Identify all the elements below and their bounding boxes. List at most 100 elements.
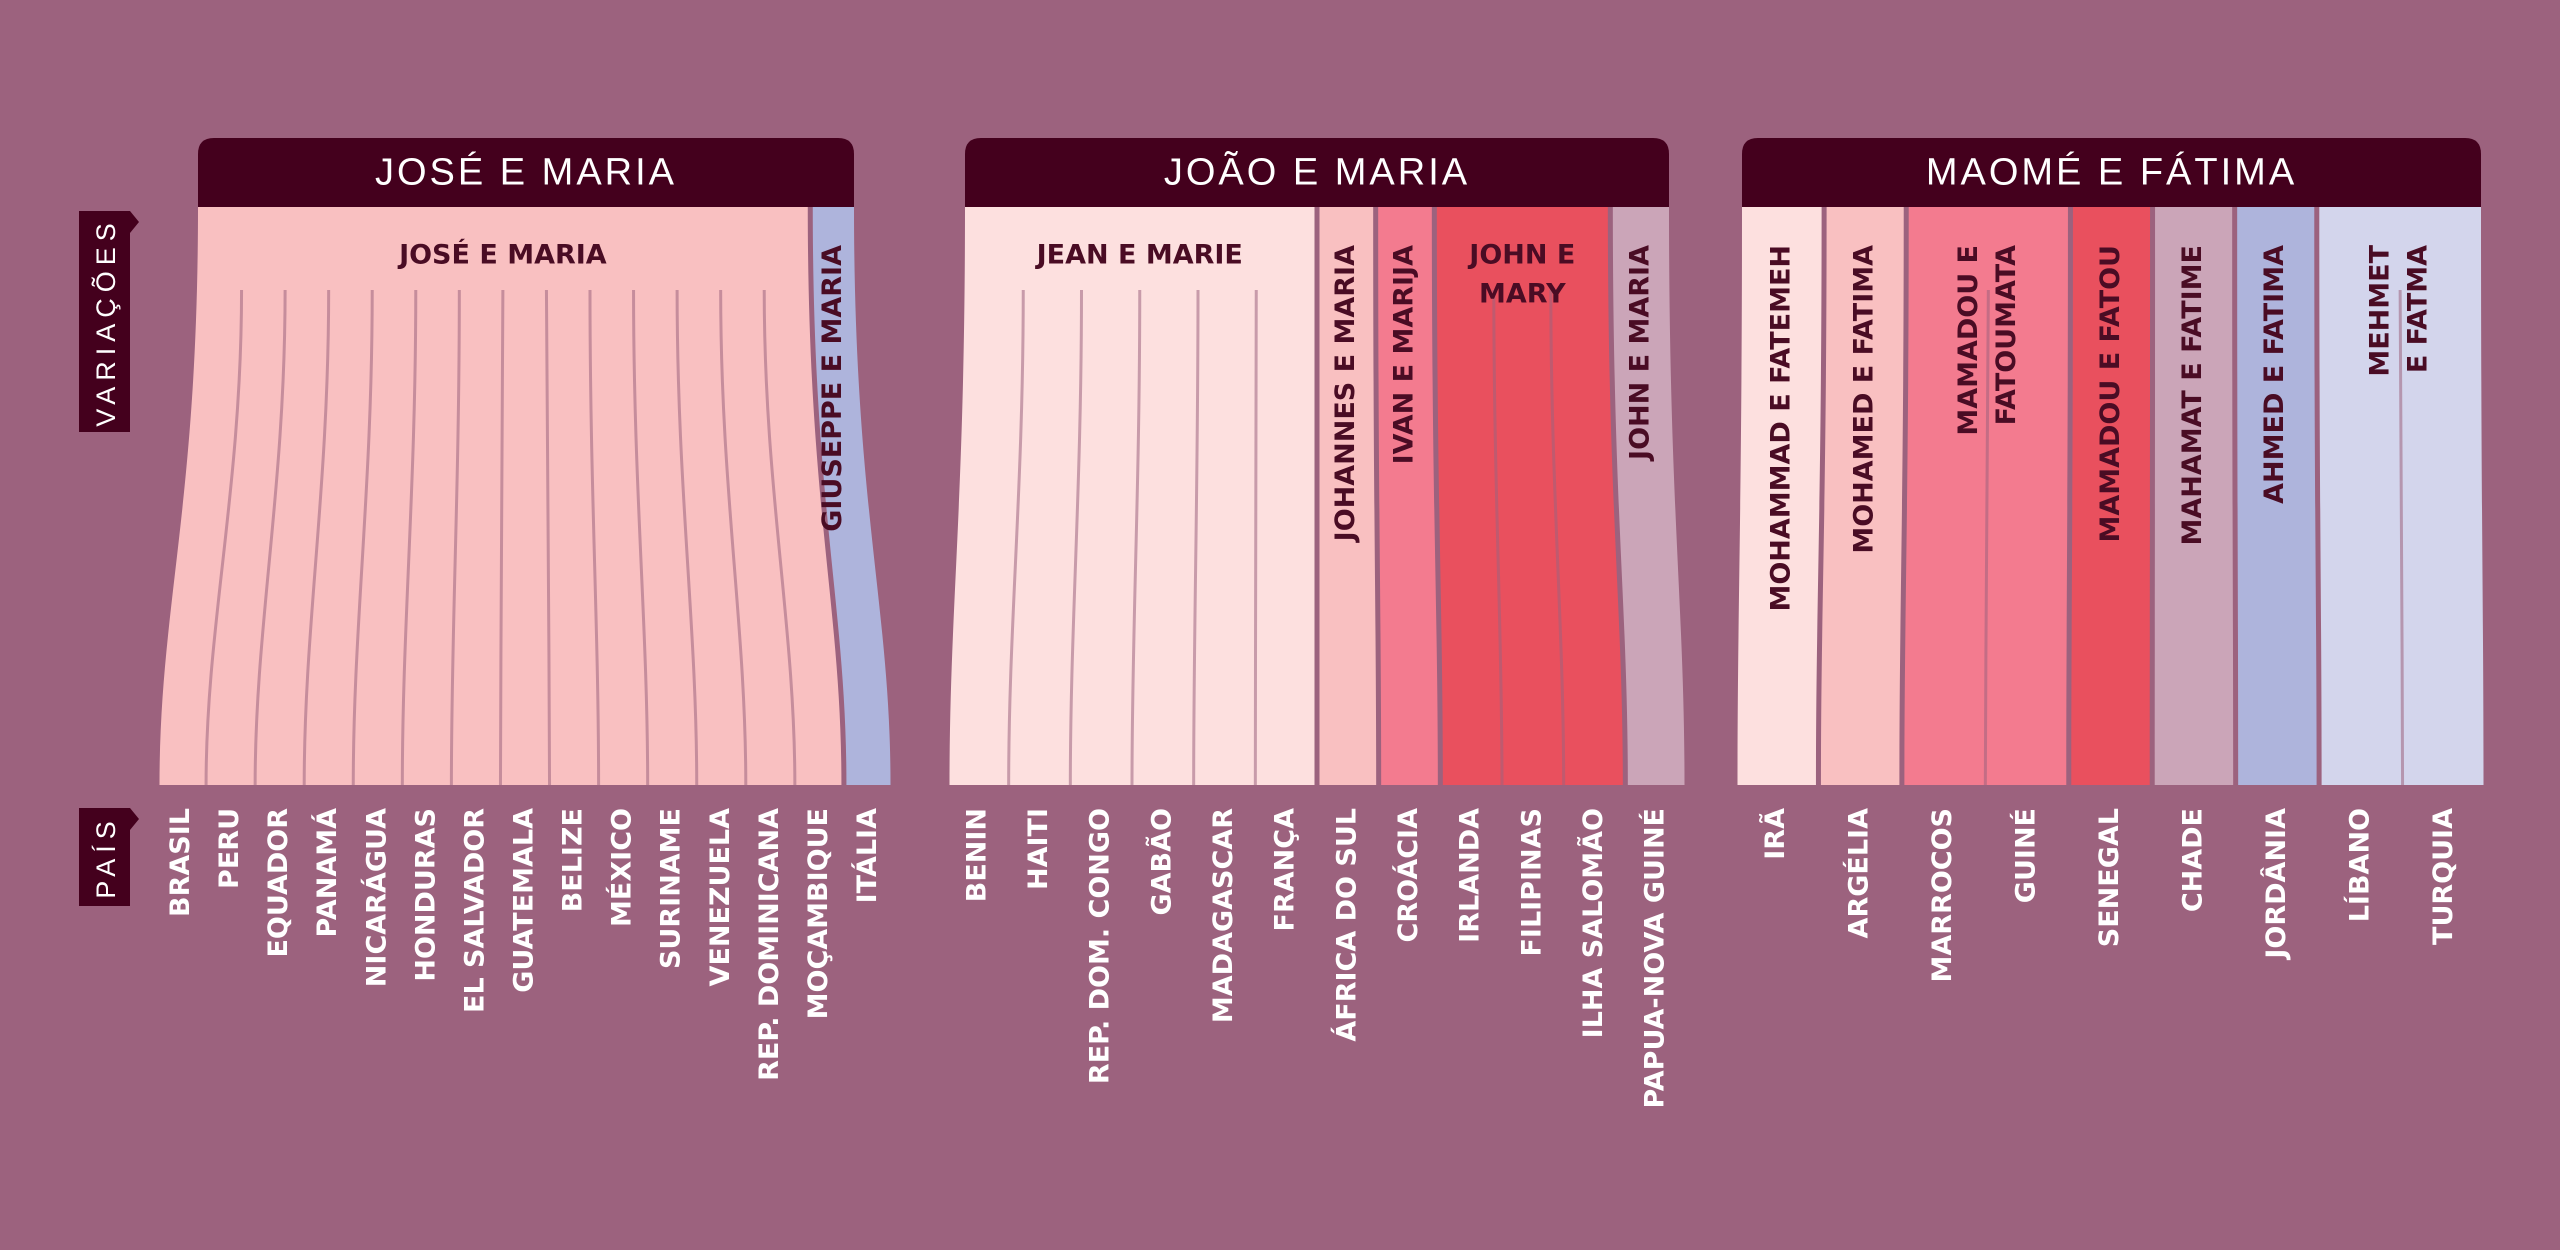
variation-band xyxy=(1378,207,1438,785)
variation-ivan-e-marija: IVAN E MARIJA xyxy=(1378,207,1438,785)
variation-label: IVAN E MARIJA xyxy=(1389,245,1420,464)
variation-mamadou-e-fatou: MAMADOU E FATOU xyxy=(2071,207,2151,785)
variation-label: AHMED E FATIMA xyxy=(2259,245,2290,504)
country-label: FRANÇA xyxy=(1270,808,1301,932)
variation-band xyxy=(1612,207,1685,785)
variation-label: JOHN E xyxy=(1467,240,1575,271)
variation-band xyxy=(812,207,891,785)
variation-band xyxy=(1820,207,1904,785)
country-split-line xyxy=(204,289,244,786)
country-label: FILIPINAS xyxy=(1516,808,1547,957)
group-header xyxy=(1742,138,2481,207)
country-label: CHADE xyxy=(2177,808,2208,912)
country-label: BENIN xyxy=(961,808,992,902)
country-label: MADAGASCAR xyxy=(1208,808,1239,1023)
country-label: HAITI xyxy=(1023,808,1054,890)
country-label: TURQUIA xyxy=(2428,808,2459,945)
country-split-line xyxy=(498,289,505,786)
country-split-line xyxy=(1983,289,1990,786)
country-label: JORDÂNIA xyxy=(2260,808,2292,961)
country-label: GUATEMALA xyxy=(509,808,540,993)
country-split-line xyxy=(1492,289,1504,786)
group-header xyxy=(965,138,1669,207)
variation-band xyxy=(1436,207,1623,785)
variation-band xyxy=(2154,207,2234,785)
variation-label: JEAN E MARIE xyxy=(1035,240,1243,271)
variation-band xyxy=(1737,207,1822,785)
country-label: REP. DOMINICANA xyxy=(754,808,785,1081)
country-split-line xyxy=(632,289,650,786)
variations-axis-tag: VARIAÇÕES xyxy=(79,211,139,432)
country-split-line xyxy=(762,289,797,786)
country-axis-label: PAÍS xyxy=(91,815,121,899)
variation-label: MOHAMED E FATIMA xyxy=(1849,245,1880,554)
variation-giuseppe-e-maria: GIUSEPPE E MARIA xyxy=(812,207,891,785)
country-split-line xyxy=(449,289,461,786)
country-label: CROÁCIA xyxy=(1392,808,1424,943)
country-label: PAPUA-NOVA GUINÉ xyxy=(1639,808,1671,1109)
group-joao-e-maria: JOÃO E MARIA JEAN E MARIE JOHANNES E MARIA… xyxy=(949,138,1685,1109)
variation-label: E FATMA xyxy=(2403,245,2434,373)
variation-mohammad-e-fatemeh: MOHAMMAD E FATEMEH xyxy=(1737,207,1822,785)
country-split-line xyxy=(1007,289,1025,786)
variation-ahmed-e-fatima: AHMED E FATIMA xyxy=(2237,207,2317,785)
country-label: SENEGAL xyxy=(2094,808,2125,947)
country-label: ARGÉLIA xyxy=(1843,808,1875,939)
country-label: IRLANDA xyxy=(1455,808,1486,943)
diagram-groups: JOSÉ E MARIA JOSÉ E MARIA GIUSEPPE E MARIA… xyxy=(159,138,2484,1109)
country-label: MÉXICO xyxy=(606,808,638,927)
country-label: ITÁLIA xyxy=(851,808,883,904)
country-split-line xyxy=(2398,289,2405,786)
country-label: LÍBANO xyxy=(2343,808,2375,922)
variations-axis-label: VARIAÇÕES xyxy=(90,217,121,427)
country-label: BRASIL xyxy=(165,808,196,917)
country-label: SURINAME xyxy=(656,808,687,969)
variation-label: MAHAMAT E FATIME xyxy=(2177,245,2208,546)
country-label: VENEZUELA xyxy=(705,808,736,987)
variation-label: MOHAMMAD E FATEMEH xyxy=(1765,245,1796,612)
variation-label: FATOUMATA xyxy=(1991,245,2022,425)
group-maome-e-fatima: MAOMÉ E FÁTIMA MOHAMMAD E FATEMEH MOHAMED … xyxy=(1737,138,2484,983)
variation-label: JOHN E MARIA xyxy=(1624,245,1655,462)
country-label: EL SALVADOR xyxy=(459,808,490,1013)
variation-john-e-mary: JOHN E MARY xyxy=(1436,207,1623,786)
country-label: GABÃO xyxy=(1145,808,1177,916)
variation-band xyxy=(1319,207,1377,785)
variation-jean-e-marie: JEAN E MARIE xyxy=(949,207,1315,786)
country-split-line xyxy=(400,289,418,786)
country-label: ÁFRICA DO SUL xyxy=(1330,808,1362,1042)
country-split-line xyxy=(1068,289,1083,786)
variation-label: MARY xyxy=(1479,279,1566,310)
variation-band xyxy=(2071,207,2151,785)
group-title: JOSÉ E MARIA xyxy=(375,151,677,194)
country-split-line xyxy=(544,289,552,786)
country-split-line xyxy=(1130,289,1142,786)
country-label: EQUADOR xyxy=(263,808,294,958)
variation-band xyxy=(2237,207,2317,785)
variation-label: JOHANNES E MARIA xyxy=(1330,245,1361,543)
country-label: BELIZE xyxy=(558,808,589,912)
group-jose-e-maria: JOSÉ E MARIA JOSÉ E MARIA GIUSEPPE E MARIA… xyxy=(159,138,891,1081)
variation-jose-e-maria: JOSÉ E MARIA xyxy=(159,207,842,786)
country-label: IRÃ xyxy=(1759,808,1791,860)
group-header xyxy=(198,138,854,207)
variation-label: JOSÉ E MARIA xyxy=(397,239,607,271)
group-title: JOÃO E MARIA xyxy=(1164,151,1470,194)
country-label: GUINÉ xyxy=(2010,808,2042,903)
variation-mahamat-e-fatime: MAHAMAT E FATIME xyxy=(2154,207,2234,785)
variation-band xyxy=(949,207,1315,785)
country-label: MARROCOS xyxy=(1927,808,1958,983)
country-label: PERU xyxy=(214,808,245,889)
variation-john-e-maria: JOHN E MARIA xyxy=(1612,207,1685,785)
country-split-line xyxy=(588,289,601,786)
country-split-line xyxy=(253,289,287,786)
variation-label: MEHMET xyxy=(2365,244,2396,376)
group-title: MAOMÉ E FÁTIMA xyxy=(1926,151,2297,194)
country-axis-tag: PAÍS xyxy=(79,808,139,906)
variation-mehmet-e-fatma: MEHMET E FATMA xyxy=(2319,207,2484,786)
country-split-line xyxy=(351,289,374,786)
country-split-line xyxy=(302,289,331,786)
variation-johannes-e-maria: JOHANNES E MARIA xyxy=(1319,207,1377,785)
country-label: ILHA SALOMÃO xyxy=(1577,808,1609,1038)
